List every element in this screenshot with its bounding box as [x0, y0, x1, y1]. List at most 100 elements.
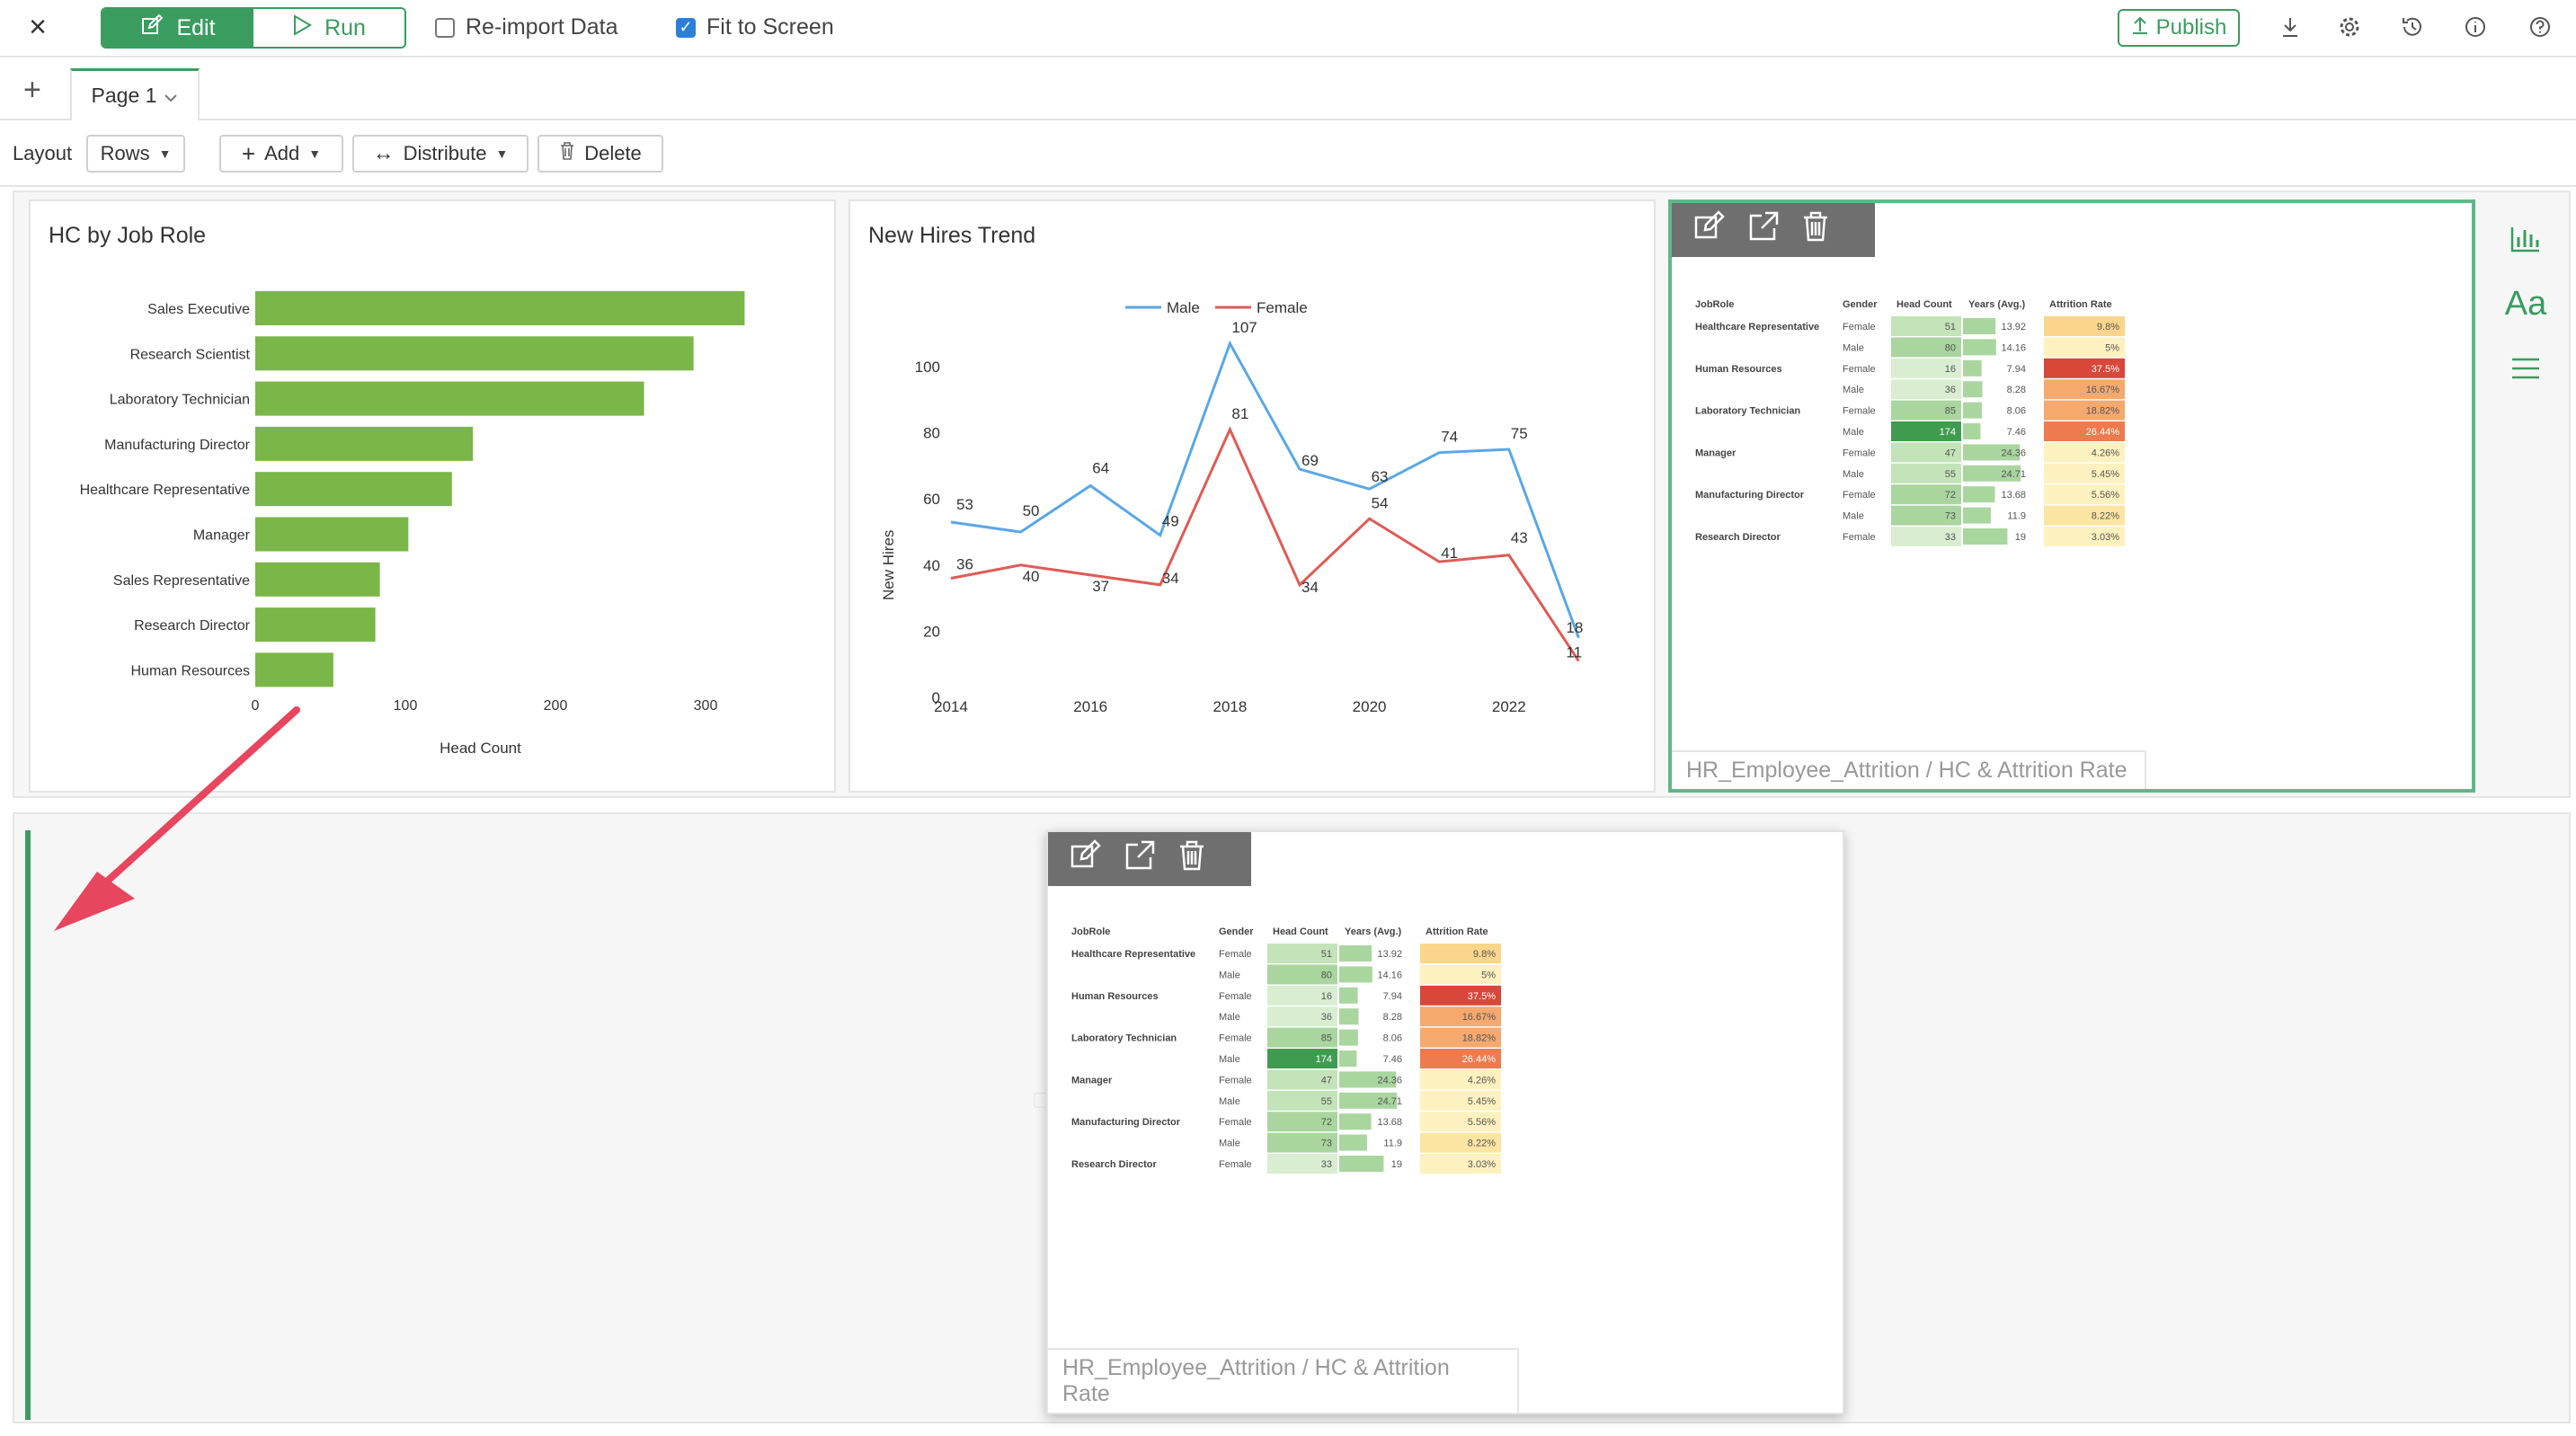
pivot-rate-cell-9 — [2044, 505, 2125, 526]
dragged-pivot-card[interactable]: JobRole Gender Head Count Years (Avg.) Attri… — [1046, 830, 1844, 1414]
pivot-header-2: Head Count — [1896, 299, 1952, 310]
x-tick-1: 2016 — [1073, 698, 1107, 715]
pivot-rate-2: 37.5% — [1468, 991, 1496, 1002]
new-hires-trend-card[interactable]: New Hires Trend 0 20 40 60 80 100 2014 2016 2018… — [848, 199, 1656, 793]
pivot-hc-cell-5 — [1267, 1049, 1337, 1068]
category-label-5: Manager — [193, 528, 251, 544]
pivot-gender-4: Female — [1219, 1033, 1252, 1044]
pivot-rate-cell-4 — [2044, 400, 2125, 421]
pivot-rate-cell-4 — [1420, 1027, 1501, 1048]
pivot-years-3: 8.28 — [1383, 1012, 1402, 1023]
reimport-checkbox-box[interactable] — [435, 17, 455, 38]
pivot-hc-3: 36 — [1945, 385, 1956, 395]
bar-7 — [255, 607, 376, 643]
bar-2 — [255, 381, 644, 416]
pivot-hc-cell-9 — [1267, 1132, 1337, 1153]
pivot-table: JobRole Gender Head Count Years (Avg.) Attri… — [1695, 299, 2125, 546]
pivot-years-bar-6 — [1339, 1071, 1397, 1088]
pivot-role-0: Healthcare Representative — [1071, 949, 1195, 960]
distribute-dropdown[interactable]: ↔ Distribute ▼ — [352, 135, 529, 173]
bar-chart-icon[interactable] — [2499, 207, 2553, 271]
gear-icon[interactable] — [2333, 11, 2366, 43]
reimport-checkbox[interactable]: Re-import Data — [435, 14, 618, 40]
add-page-icon[interactable]: + — [23, 73, 41, 107]
pivot-years-0: 13.92 — [1377, 949, 1402, 960]
text-icon[interactable]: Aa — [2504, 284, 2547, 323]
legend-label-1: Female — [1257, 299, 1308, 316]
run-mode-label: Run — [324, 14, 366, 40]
chevron-down-icon[interactable] — [164, 84, 178, 108]
pivot-years-8: 13.68 — [1377, 1117, 1402, 1128]
upload-icon — [2131, 15, 2149, 41]
data-label-0-5: 69 — [1301, 452, 1319, 469]
drop-indicator — [25, 830, 31, 1420]
edit-icon[interactable] — [1070, 838, 1102, 880]
delete-button[interactable]: Delete — [537, 135, 663, 173]
add-dropdown[interactable]: + Add ▼ — [219, 135, 343, 173]
edit-mode-button[interactable]: Edit — [102, 9, 253, 47]
pivot-rate-cell-7 — [2044, 463, 2125, 483]
help-icon[interactable] — [2524, 11, 2556, 43]
publish-button[interactable]: Publish — [2118, 9, 2240, 47]
bar-5 — [255, 517, 409, 552]
rows-dropdown[interactable]: Rows ▼ — [86, 135, 185, 173]
pivot-rate-cell-10 — [2044, 527, 2125, 546]
trash-icon[interactable] — [1801, 210, 1830, 251]
download-icon[interactable] — [2274, 11, 2306, 43]
close-icon[interactable]: × — [29, 10, 47, 44]
fit-to-screen-checkbox[interactable]: ✓ Fit to Screen — [676, 14, 834, 40]
open-external-icon[interactable] — [1124, 839, 1156, 880]
tab-page-1[interactable]: Page 1 — [70, 68, 200, 120]
category-label-7: Research Director — [134, 618, 251, 634]
pivot-years-6: 24.36 — [1377, 1075, 1402, 1086]
history-icon[interactable] — [2396, 11, 2429, 43]
trash-icon[interactable] — [1177, 839, 1206, 880]
pivot-hc-5: 174 — [1940, 427, 1956, 438]
pivot-years-bar-5 — [1339, 1050, 1357, 1067]
menu-lines-icon[interactable] — [2499, 336, 2553, 401]
mode-toggle: Edit Run — [101, 7, 406, 49]
fit-to-screen-checkbox-box[interactable]: ✓ — [676, 17, 696, 38]
pivot-header-1: Gender — [1219, 926, 1254, 937]
pivot-years-8: 13.68 — [2001, 490, 2026, 501]
pivot-role-4: Laboratory Technician — [1071, 1033, 1177, 1044]
layout-label: Layout — [13, 142, 73, 164]
pivot-hc-cell-7 — [1267, 1090, 1337, 1111]
pivot-role-2: Human Resources — [1071, 991, 1159, 1002]
pivot-hc-cell-4 — [1267, 1027, 1337, 1048]
run-mode-button[interactable]: Run — [253, 9, 404, 47]
data-label-0-2: 64 — [1092, 459, 1109, 476]
info-icon[interactable] — [2459, 11, 2492, 43]
x-tick-0: 2014 — [934, 698, 968, 715]
pivot-hc-cell-6 — [1267, 1069, 1337, 1090]
pivot-rate-cell-7 — [1420, 1090, 1501, 1111]
pivot-gender-9: Male — [1219, 1139, 1240, 1149]
pivot-years-bar-9 — [1339, 1134, 1367, 1151]
pivot-hc-cell-5 — [1891, 421, 1961, 441]
layout-bar: Layout Rows ▼ + Add ▼ ↔ Distribute ▼ Del… — [0, 122, 2576, 187]
data-label-1-0: 36 — [956, 556, 973, 573]
open-external-icon[interactable] — [1747, 210, 1780, 251]
pivot-header-3: Years (Avg.) — [1968, 299, 2026, 310]
pivot-years-2: 7.94 — [2007, 364, 2026, 375]
hc-by-job-role-card[interactable]: HC by Job Role Sales Executive Research S… — [29, 199, 836, 793]
pivot-years-5: 7.46 — [1383, 1054, 1402, 1065]
page-tab-bar: + Page 1 — [0, 59, 2576, 120]
pivot-gender-5: Male — [1843, 427, 1864, 438]
pivot-rate-cell-9 — [1420, 1132, 1501, 1153]
pivot-hc-cell-10 — [1891, 527, 1961, 546]
pivot-rate-1: 5% — [2105, 342, 2119, 353]
pivot-rate-cell-6 — [1420, 1069, 1501, 1090]
pivot-header-4: Attrition Rate — [2049, 299, 2112, 310]
x-tick-2: 2018 — [1212, 698, 1247, 715]
caret-down-icon: ▼ — [158, 146, 172, 161]
card-action-toolbar — [1672, 203, 1875, 257]
pivot-years-bar-0 — [1339, 945, 1372, 962]
publish-label: Publish — [2155, 15, 2227, 40]
pivot-rate-cell-1 — [1420, 964, 1501, 985]
pivot-rate-cell-0 — [1420, 944, 1501, 963]
pivot-rate-1: 5% — [1481, 970, 1496, 980]
pivot-years-bar-4 — [1339, 1029, 1358, 1046]
pivot-table-card[interactable]: JobRole Gender Head Count Years (Avg.) Attri… — [1668, 199, 2475, 793]
edit-icon[interactable] — [1693, 209, 1726, 251]
